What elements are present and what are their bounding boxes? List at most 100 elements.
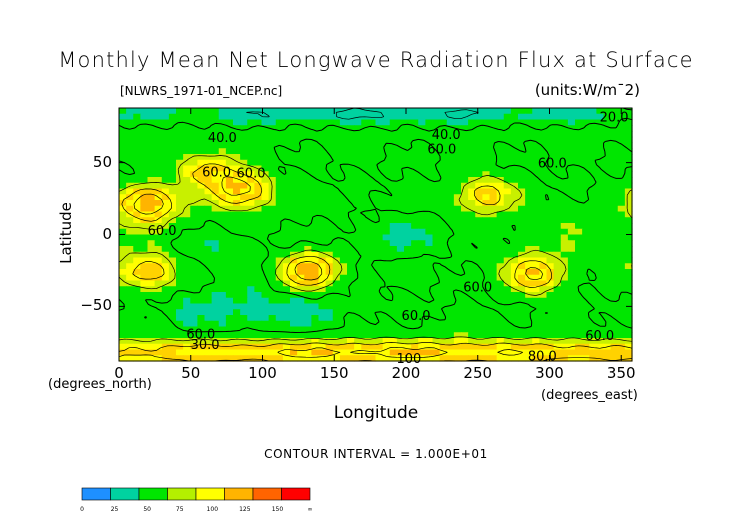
field-cell <box>254 223 263 230</box>
field-cell <box>268 182 277 190</box>
field-cell <box>268 165 277 172</box>
field-cell <box>190 108 198 115</box>
field-cell <box>361 177 369 184</box>
field-cell <box>461 246 469 253</box>
field-cell <box>375 309 384 316</box>
field-cell <box>126 154 134 161</box>
field-cell <box>233 154 241 161</box>
field-cell <box>482 297 491 305</box>
field-cell <box>190 159 198 167</box>
field-cell <box>183 315 191 322</box>
field-cell <box>290 177 298 184</box>
field-cell <box>539 228 548 236</box>
field-cell <box>503 234 512 241</box>
field-cell <box>389 326 398 333</box>
field-cell <box>311 108 320 115</box>
field-cell <box>589 320 597 328</box>
field-cell <box>140 159 149 167</box>
field-cell <box>190 217 198 224</box>
field-cell <box>154 297 163 305</box>
field-cell <box>418 228 426 236</box>
field-cell <box>254 343 263 351</box>
field-cell <box>133 297 141 305</box>
field-cell <box>539 154 548 161</box>
field-cell <box>332 315 341 322</box>
field-cell <box>396 113 405 121</box>
field-cell <box>603 136 612 144</box>
field-cell <box>240 177 248 184</box>
field-cell <box>461 159 469 167</box>
field-cell <box>204 251 213 259</box>
field-cell <box>610 131 619 138</box>
field-cell <box>361 234 369 241</box>
field-cell <box>133 303 141 310</box>
field-cell <box>290 125 298 132</box>
field-cell <box>133 217 141 224</box>
field-cell <box>482 274 491 282</box>
field-cell <box>119 108 127 115</box>
field-cell <box>475 257 483 264</box>
field-cell <box>325 228 334 236</box>
field-cell <box>582 194 590 201</box>
field-cell <box>332 257 341 264</box>
field-cell <box>539 257 548 264</box>
field-cell <box>154 343 163 351</box>
field-cell <box>546 142 555 149</box>
field-cell <box>311 182 320 190</box>
field-cell <box>418 251 426 259</box>
field-cell <box>268 332 277 339</box>
field-cell <box>361 154 369 161</box>
field-cell <box>225 217 234 224</box>
field-cell <box>204 297 213 305</box>
field-cell <box>339 343 348 351</box>
field-cell <box>247 223 255 230</box>
field-cell <box>304 154 312 161</box>
field-cell <box>518 223 526 230</box>
field-cell <box>240 154 248 161</box>
field-cell <box>211 246 220 253</box>
field-cell <box>240 274 248 282</box>
field-cell <box>190 223 198 230</box>
field-cell <box>582 240 590 247</box>
field-cell <box>240 355 248 362</box>
field-cell <box>161 136 170 144</box>
field-cell <box>168 303 177 310</box>
field-cell <box>318 228 327 236</box>
field-cell <box>532 338 540 345</box>
field-cell <box>510 177 519 184</box>
field-cell <box>204 228 213 236</box>
field-cell <box>525 159 533 167</box>
field-cell <box>567 292 576 299</box>
field-cell <box>610 309 619 316</box>
field-cell <box>582 200 590 207</box>
field-cell <box>233 315 241 322</box>
field-cell <box>610 159 619 167</box>
field-cell <box>268 263 277 270</box>
field-cell <box>325 297 334 305</box>
field-cell <box>468 200 476 207</box>
field-cell <box>560 315 569 322</box>
field-cell <box>461 286 469 293</box>
field-cell <box>446 246 455 253</box>
field-cell <box>375 338 384 345</box>
field-cell <box>446 251 455 259</box>
field-cell <box>261 326 270 333</box>
field-cell <box>311 148 320 155</box>
field-cell <box>290 205 298 213</box>
field-cell <box>582 223 590 230</box>
field-cell <box>176 338 184 345</box>
field-cell <box>247 309 255 316</box>
field-cell <box>510 257 519 264</box>
field-cell <box>396 165 405 172</box>
field-cell <box>496 125 505 132</box>
field-cell <box>354 326 362 333</box>
field-cell <box>211 142 220 149</box>
field-cell <box>411 240 419 247</box>
field-cell <box>418 159 426 167</box>
field-cell <box>275 188 284 195</box>
field-cell <box>361 338 369 345</box>
field-cell <box>354 223 362 230</box>
field-cell <box>176 125 184 132</box>
field-cell <box>461 211 469 218</box>
field-cell <box>489 349 498 356</box>
